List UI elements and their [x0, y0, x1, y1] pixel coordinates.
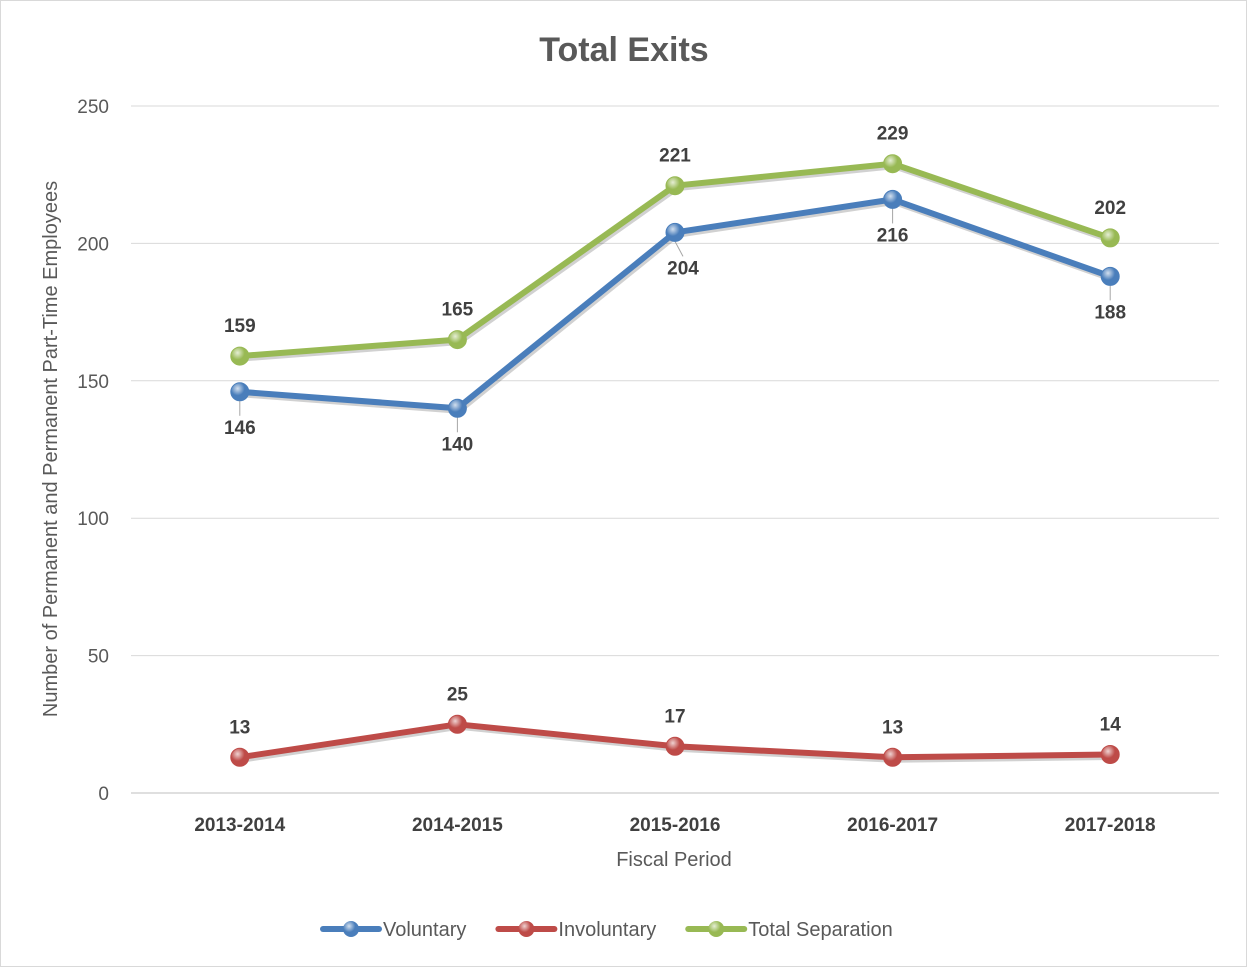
legend-marker: [343, 921, 359, 937]
data-label: 25: [447, 684, 469, 705]
data-label: 165: [442, 300, 474, 321]
data-label: 17: [664, 706, 685, 727]
series-group: 146 140 204 216 188 13 25 17 13 14 159 165 221 229 202: [224, 124, 1126, 767]
data-label: 216: [877, 225, 909, 246]
data-label: 140: [442, 434, 474, 455]
data-point: [230, 382, 250, 402]
legend-item-voluntary[interactable]: Voluntary: [320, 919, 466, 941]
data-point: [665, 176, 685, 196]
data-point: [447, 398, 467, 418]
data-point: [883, 154, 903, 174]
legend-item-involuntary[interactable]: Involuntary: [495, 919, 656, 941]
legend: Voluntary Involuntary Total Separation: [320, 919, 893, 941]
y-tick-label: 150: [77, 372, 109, 393]
y-tick-label: 200: [77, 234, 109, 255]
series-voluntary: [230, 189, 1120, 418]
series-involuntary: [230, 714, 1120, 767]
data-point: [447, 330, 467, 350]
data-label: 188: [1094, 302, 1126, 323]
data-label: 229: [877, 124, 909, 145]
x-tick-label: 2015-2016: [630, 815, 721, 836]
data-point: [665, 736, 685, 756]
y-tick-label: 250: [77, 97, 109, 118]
x-axis-ticks: 2013-2014 2014-2015 2015-2016 2016-2017 2017…: [194, 815, 1155, 836]
y-axis-ticks: 0 50 100 150 200 250: [77, 97, 109, 805]
x-tick-label: 2013-2014: [194, 815, 285, 836]
x-axis-title: Fiscal Period: [616, 849, 732, 871]
x-tick-label: 2014-2015: [412, 815, 503, 836]
legend-label: Involuntary: [558, 919, 656, 941]
data-point: [1100, 228, 1120, 248]
data-label: 204: [667, 258, 699, 279]
gridlines: [131, 105, 1219, 794]
data-label: 221: [659, 146, 691, 167]
y-tick-label: 100: [77, 509, 109, 530]
data-point: [883, 189, 903, 209]
data-point: [1100, 266, 1120, 286]
y-tick-label: 50: [88, 647, 109, 668]
chart-title: Total Exits: [539, 31, 708, 69]
data-point: [1100, 745, 1120, 765]
data-label: 13: [229, 717, 250, 738]
data-label: 146: [224, 418, 256, 439]
legend-marker: [708, 921, 725, 937]
legend-label: Voluntary: [383, 919, 466, 941]
x-tick-label: 2016-2017: [847, 815, 938, 836]
data-label: 202: [1094, 198, 1126, 219]
data-point: [230, 346, 250, 366]
legend-item-total-separation[interactable]: Total Separation: [685, 919, 893, 941]
legend-label: Total Separation: [748, 919, 893, 941]
x-tick-label: 2017-2018: [1065, 815, 1156, 836]
data-label: 159: [224, 316, 256, 337]
data-point: [665, 222, 685, 242]
data-label: 13: [882, 717, 903, 738]
data-point: [447, 714, 467, 734]
series-total-separation: [230, 154, 1120, 366]
data-point: [883, 747, 903, 767]
label-leader-line: [674, 241, 684, 257]
data-point: [230, 747, 250, 767]
y-tick-label: 0: [98, 784, 109, 805]
y-axis-title: Number of Permanent and Permanent Part-T…: [40, 181, 62, 717]
data-label: 14: [1100, 715, 1122, 736]
legend-marker: [518, 921, 535, 937]
